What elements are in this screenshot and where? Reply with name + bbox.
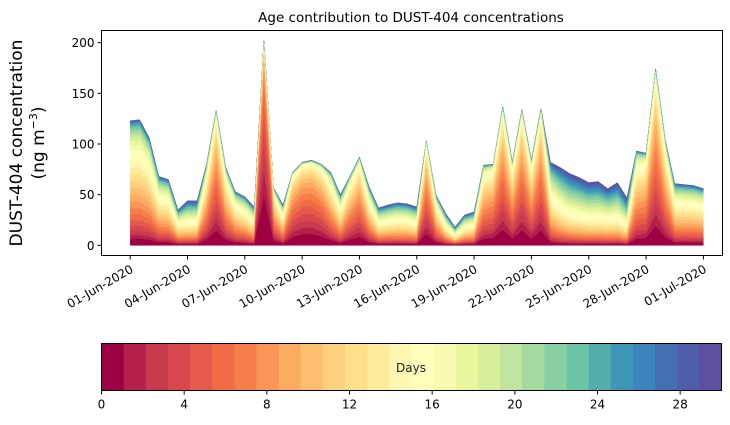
y-axis-label-line2: (ng m−3) bbox=[27, 106, 49, 179]
colorbar-segment bbox=[322, 343, 346, 391]
colorbar-tick-label: 0 bbox=[98, 398, 106, 412]
y-tick-label: 100 bbox=[72, 138, 95, 152]
colorbar-segment bbox=[190, 343, 213, 391]
plot-frame bbox=[101, 30, 723, 256]
colorbar-segment bbox=[455, 343, 479, 391]
x-axis: 01-Jun-202004-Jun-202007-Jun-202010-Jun-… bbox=[65, 255, 709, 311]
colorbar-segment bbox=[101, 343, 125, 391]
colorbar-segment bbox=[632, 343, 656, 391]
chart-title: Age contribution to DUST-404 concentrati… bbox=[258, 10, 564, 26]
colorbar-segment bbox=[566, 343, 590, 391]
colorbar-segment bbox=[588, 343, 612, 391]
colorbar-tick-label: 12 bbox=[342, 398, 357, 412]
colorbar-segment bbox=[522, 343, 545, 391]
colorbar-tick-label: 28 bbox=[673, 398, 688, 412]
colorbar-tick-label: 4 bbox=[180, 398, 188, 412]
colorbar-segment bbox=[234, 343, 257, 391]
colorbar-segment bbox=[544, 343, 567, 391]
colorbar-axis: 0 4 8 12 16 20 24 28 bbox=[98, 390, 688, 412]
colorbar-segment bbox=[655, 343, 678, 391]
colorbar-segment bbox=[256, 343, 280, 391]
colorbar-frame bbox=[101, 343, 722, 391]
y-unit-sup: −3 bbox=[27, 113, 40, 129]
y-tick-label: 200 bbox=[72, 36, 95, 50]
colorbar-segment bbox=[367, 343, 390, 391]
colorbar-segment bbox=[477, 343, 501, 391]
y-tick-label: 50 bbox=[79, 188, 94, 202]
y-axis-label: DUST-404 concentration (ng m−3) bbox=[7, 40, 49, 247]
colorbar-label: Days bbox=[396, 361, 426, 375]
colorbar-segment bbox=[123, 343, 147, 391]
y-unit-prefix: (ng m bbox=[29, 129, 49, 179]
colorbar-segment bbox=[167, 343, 191, 391]
colorbar-tick-label: 20 bbox=[507, 398, 522, 412]
colorbar-segment bbox=[300, 343, 324, 391]
colorbar-tick-label: 16 bbox=[425, 398, 440, 412]
colorbar-segment bbox=[610, 343, 634, 391]
colorbar-segment bbox=[212, 343, 235, 391]
y-tick-label: 0 bbox=[87, 239, 95, 253]
y-unit-suffix: ) bbox=[29, 106, 49, 113]
y-tick-label: 150 bbox=[72, 87, 95, 101]
colorbar-segment bbox=[345, 343, 368, 391]
colorbar-segment bbox=[145, 343, 169, 391]
colorbar-segment bbox=[677, 343, 700, 391]
colorbar-tick-label: 8 bbox=[263, 398, 271, 412]
colorbar bbox=[101, 343, 722, 391]
colorbar-segment bbox=[389, 343, 412, 391]
colorbar-segment bbox=[278, 343, 302, 391]
colorbar-tick-label: 24 bbox=[590, 398, 605, 412]
age-layer-day-0 bbox=[129, 221, 704, 246]
y-axis-label-line1: DUST-404 concentration bbox=[7, 40, 27, 247]
colorbar-segment bbox=[433, 343, 457, 391]
colorbar-segment bbox=[699, 343, 722, 391]
colorbar-segment bbox=[500, 343, 523, 391]
x-tick-label: 01-Jul-2020 bbox=[642, 262, 709, 309]
y-axis: 0 50 100 150 200 bbox=[72, 36, 102, 253]
colorbar-segment bbox=[411, 343, 435, 391]
stacked-area-layers bbox=[129, 40, 704, 246]
